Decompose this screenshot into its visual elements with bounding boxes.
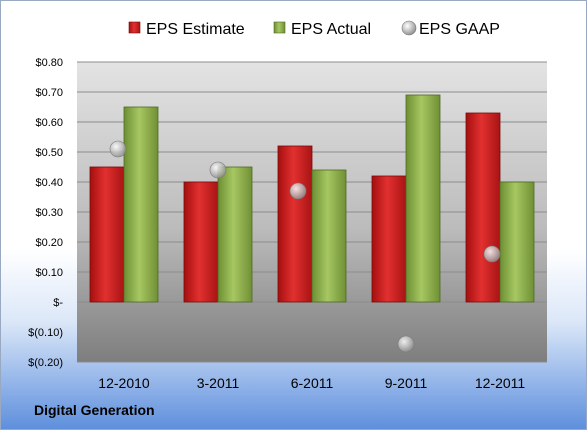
eps-estimate-bar bbox=[277, 145, 313, 303]
x-tick-label: 6-2011 bbox=[291, 375, 334, 391]
eps-gaap-marker bbox=[483, 245, 501, 263]
eps-estimate-bar bbox=[465, 112, 501, 303]
eps-actual-bar bbox=[405, 94, 441, 303]
eps-estimate-bar bbox=[183, 181, 219, 303]
axes: $(0.20) $(0.10) $- $0.10 $0.20 $0.30 $0.40 $0.5… bbox=[28, 57, 525, 391]
plot-area bbox=[77, 61, 547, 363]
x-tick-label: 9-2011 bbox=[385, 375, 428, 391]
eps-gaap-marker bbox=[109, 140, 127, 158]
y-tick-label: $0.30 bbox=[35, 207, 63, 219]
y-tick-label: $0.20 bbox=[35, 237, 63, 249]
y-tick-label: $0.80 bbox=[35, 57, 63, 69]
legend-eps-estimate-swatch bbox=[128, 21, 141, 34]
y-tick-label: $0.40 bbox=[35, 177, 63, 189]
y-tick-label: $- bbox=[53, 297, 63, 309]
legend-eps-actual: EPS Actual bbox=[273, 21, 371, 38]
eps-estimate-bar bbox=[89, 166, 125, 303]
legend-eps-estimate-label: EPS Estimate bbox=[146, 21, 245, 38]
eps-gaap-marker bbox=[397, 335, 415, 353]
legend-eps-gaap-label: EPS GAAP bbox=[419, 21, 500, 38]
y-tick-label: $(0.10) bbox=[28, 327, 63, 339]
legend-eps-gaap: EPS GAAP bbox=[401, 20, 500, 38]
eps-actual-bar bbox=[311, 169, 347, 303]
y-tick-label: $(0.20) bbox=[28, 357, 63, 369]
eps-actual-bar bbox=[123, 106, 159, 303]
eps-gaap-marker bbox=[209, 161, 227, 179]
legend: EPS Estimate EPS Actual EPS GAAP bbox=[128, 20, 500, 38]
legend-eps-actual-label: EPS Actual bbox=[291, 21, 371, 38]
y-tick-label: $0.70 bbox=[35, 87, 63, 99]
eps-estimate-bar bbox=[371, 175, 407, 303]
y-tick-label: $0.60 bbox=[35, 117, 63, 129]
legend-eps-estimate: EPS Estimate bbox=[128, 21, 245, 38]
legend-eps-actual-swatch bbox=[273, 21, 286, 34]
eps-actual-bar bbox=[217, 166, 253, 303]
x-tick-label: 12-2011 bbox=[475, 375, 526, 391]
y-tick-label: $0.50 bbox=[35, 147, 63, 159]
legend-eps-gaap-swatch bbox=[401, 20, 417, 36]
y-tick-label: $0.10 bbox=[35, 267, 63, 279]
x-tick-label: 12-2010 bbox=[98, 375, 150, 391]
x-tick-label: 3-2011 bbox=[197, 375, 240, 391]
eps-gaap-marker bbox=[289, 182, 307, 200]
eps-actual-bar bbox=[499, 181, 535, 303]
company-name: Digital Generation bbox=[34, 402, 155, 418]
